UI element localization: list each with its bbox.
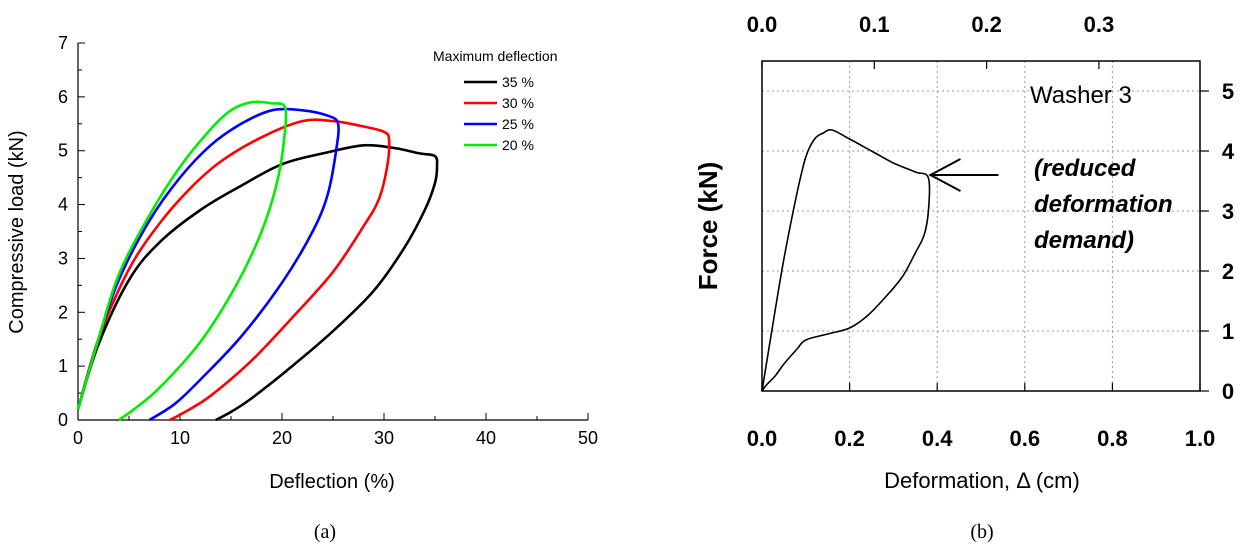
chart-panel-a: 0 10 20 30 40 50 0 1 2 3 4 5 6 7 35 % 30 % 25 % 20 % Defl… bbox=[6, 33, 598, 543]
chart-b-y-tick-label: 3 bbox=[1222, 199, 1234, 224]
chart-b-annotation-line-2: deformation bbox=[1034, 191, 1173, 218]
chart-b-x-tick-label: 1.0 bbox=[1185, 426, 1216, 451]
chart-a-y-tick-label: 3 bbox=[58, 248, 68, 268]
chart-a-legend-label: 35 % bbox=[502, 74, 534, 90]
chart-a-x-tick-label: 40 bbox=[476, 428, 496, 448]
chart-b-y-tick-label: 1 bbox=[1222, 319, 1234, 344]
chart-a-x-tick-label: 0 bbox=[73, 428, 83, 448]
chart-a-series-line bbox=[76, 143, 439, 422]
chart-a-legend-label: 25 % bbox=[502, 116, 534, 132]
chart-a-y-tick-label: 6 bbox=[58, 87, 68, 107]
chart-a-x-axis-label: Deflection (%) bbox=[269, 471, 395, 493]
chart-a-series-line bbox=[76, 107, 340, 422]
chart-b-y-tick-label: 4 bbox=[1222, 139, 1235, 164]
chart-b-x-tick-label: 0.2 bbox=[834, 426, 865, 451]
chart-panel-b: 0.0 0.2 0.4 0.6 0.8 1.0 0.0 0.1 0.2 0.3 0 1 2 3 4 5 Def… bbox=[693, 12, 1235, 543]
chart-b-top-x-tick-label: 0.1 bbox=[859, 12, 890, 37]
chart-a-y-tick-label: 1 bbox=[58, 356, 68, 376]
chart-b-annotation-title: Washer 3 bbox=[1030, 82, 1132, 109]
chart-b-annotation-arrowhead bbox=[928, 158, 961, 192]
chart-a-legend-label: 30 % bbox=[502, 95, 534, 111]
chart-b-plot-area: 0.0 0.2 0.4 0.6 0.8 1.0 0.0 0.1 0.2 0.3 0 1 2 3 4 5 bbox=[747, 12, 1235, 451]
chart-b-top-x-tick-label: 0.3 bbox=[1084, 12, 1115, 37]
chart-a-series-line bbox=[76, 118, 391, 422]
chart-b-x-tick-label: 0.8 bbox=[1097, 426, 1128, 451]
chart-b-x-axis-label: Deformation, Δ (cm) bbox=[884, 468, 1080, 493]
chart-a-y-tick-label: 5 bbox=[58, 141, 68, 161]
chart-a-y-tick-label: 7 bbox=[58, 33, 68, 53]
chart-b-x-tick-label: 0.6 bbox=[1010, 426, 1041, 451]
chart-b-x-tick-label: 0.4 bbox=[922, 426, 953, 451]
chart-b-top-x-tick-label: 0.2 bbox=[971, 12, 1002, 37]
chart-a-legend-label: 20 % bbox=[502, 137, 534, 153]
chart-b-y-tick-label: 5 bbox=[1222, 79, 1234, 104]
panel-b-caption: (b) bbox=[970, 521, 993, 543]
chart-b-frame bbox=[761, 60, 1201, 392]
chart-a-x-tick-label: 30 bbox=[374, 428, 394, 448]
chart-b-top-x-tick-label: 0.0 bbox=[747, 12, 778, 37]
chart-a-x-tick-label: 10 bbox=[170, 428, 190, 448]
chart-b-y-tick-label: 0 bbox=[1222, 379, 1234, 404]
chart-a-y-tick-label: 4 bbox=[58, 195, 68, 215]
chart-a-y-axis-label: Compressive load (kN) bbox=[6, 130, 28, 333]
chart-a-x-tick-label: 20 bbox=[272, 428, 292, 448]
chart-b-y-tick-label: 2 bbox=[1222, 259, 1234, 284]
chart-a-y-tick-label: 2 bbox=[58, 302, 68, 322]
chart-b-y-axis-label: Force (kN) bbox=[693, 162, 723, 291]
panel-a-caption: (a) bbox=[314, 521, 336, 543]
chart-a-series-line bbox=[76, 100, 288, 422]
chart-a-x-tick-label: 50 bbox=[578, 428, 598, 448]
chart-a-y-tick-label: 0 bbox=[58, 410, 68, 430]
chart-b-annotation-line-3: demand) bbox=[1034, 227, 1134, 254]
chart-b-annotation-line-1: (reduced bbox=[1034, 155, 1137, 182]
chart-a-plot-area: 0 10 20 30 40 50 0 1 2 3 4 5 6 7 35 % 30 % 25 % 20 % bbox=[58, 33, 598, 448]
chart-b-x-tick-label: 0.0 bbox=[747, 426, 778, 451]
chart-b-series-line bbox=[761, 128, 931, 392]
chart-a-legend-title: Maximum deflection bbox=[433, 48, 558, 64]
